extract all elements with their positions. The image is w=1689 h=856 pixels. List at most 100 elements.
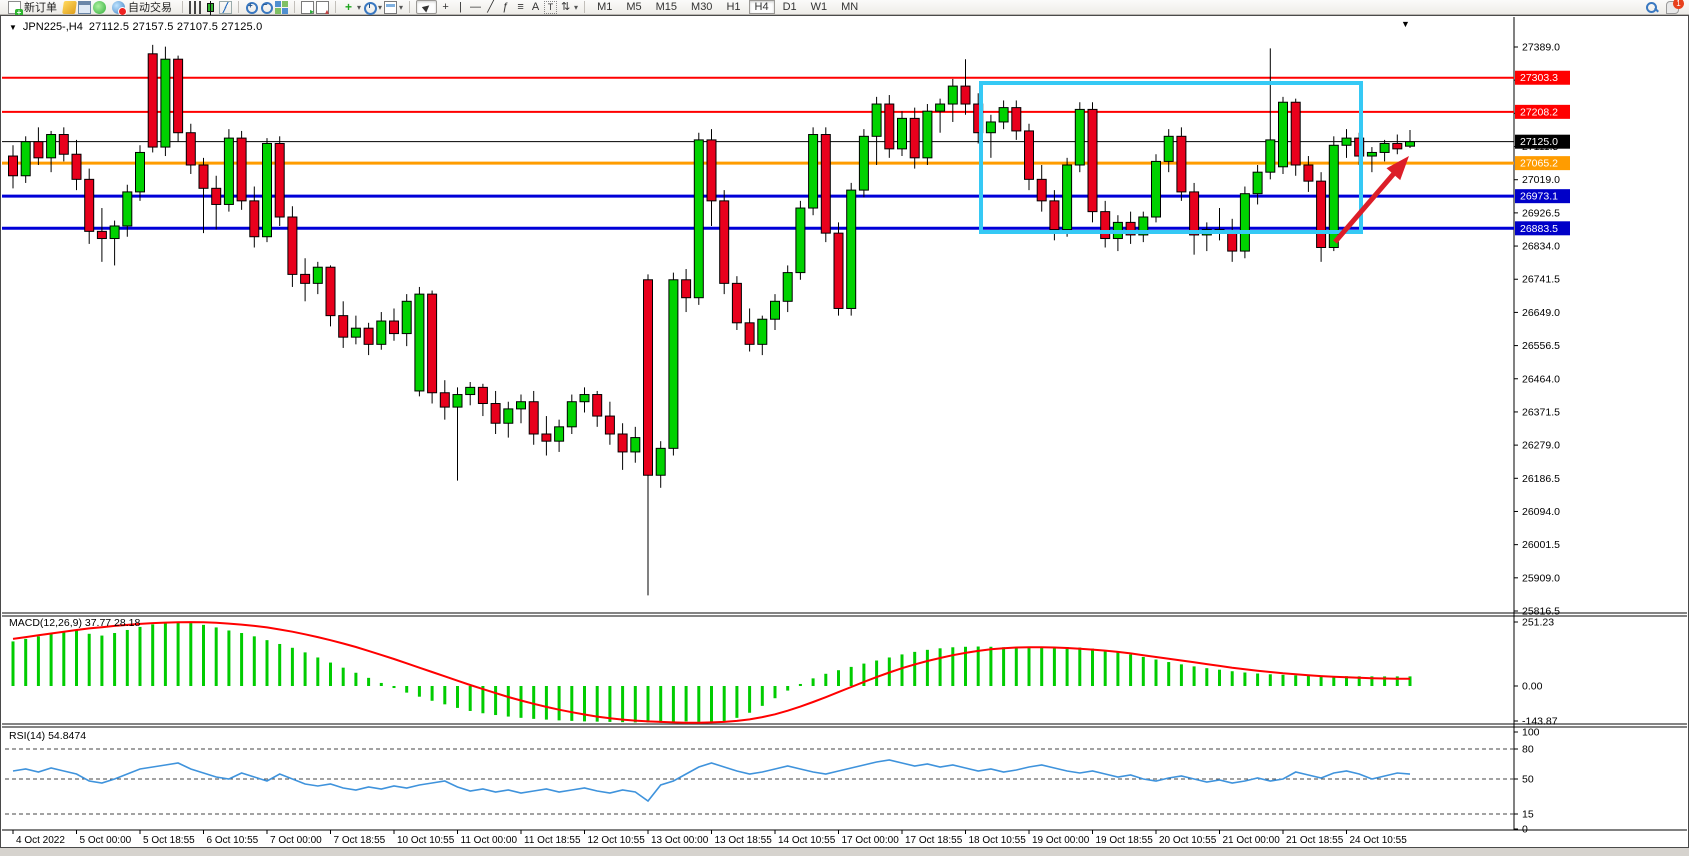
toolbar: 新订单 自动交易 + ▾ ▾ ▾ ▶ + | — ╱ ƒ ≡ xyxy=(0,0,1689,17)
navigator-icon[interactable] xyxy=(93,0,106,14)
periods-icon[interactable] xyxy=(363,1,378,15)
svg-text:7 Oct 00:00: 7 Oct 00:00 xyxy=(270,835,322,846)
svg-text:14 Oct 10:55: 14 Oct 10:55 xyxy=(778,835,836,846)
new-order-label: 新订单 xyxy=(24,2,57,14)
profiles-icon[interactable] xyxy=(62,0,77,14)
timeframe-H4[interactable]: H4 xyxy=(748,0,775,14)
svg-text:6 Oct 10:55: 6 Oct 10:55 xyxy=(207,835,259,846)
toolbar-group-zoom xyxy=(245,0,288,15)
timeframe-D1[interactable]: D1 xyxy=(782,1,797,13)
timeframe-M5[interactable]: M5 xyxy=(626,1,642,13)
svg-text:26926.5: 26926.5 xyxy=(1522,207,1560,219)
chat-icon[interactable]: 1 xyxy=(1666,0,1684,14)
bar-chart-icon[interactable] xyxy=(189,0,202,14)
channel-icon[interactable]: ≡ xyxy=(517,0,524,13)
cursor-tool-button[interactable]: ▶ xyxy=(416,0,438,14)
zoom-in-icon[interactable] xyxy=(245,1,258,14)
autotrading-button[interactable]: 自动交易 xyxy=(108,0,176,16)
chart-canvas[interactable]: 27389.027296.527204.027111.527019.026926… xyxy=(1,16,1688,847)
timeframe-MN[interactable]: MN xyxy=(841,1,859,13)
svg-text:11 Oct 00:00: 11 Oct 00:00 xyxy=(461,835,518,846)
svg-text:80: 80 xyxy=(1522,744,1534,756)
svg-text:26834.0: 26834.0 xyxy=(1522,241,1560,253)
toolbar-group-charttype xyxy=(189,0,232,15)
vertical-line-icon[interactable]: | xyxy=(459,0,462,13)
track-chart-icon[interactable] xyxy=(316,0,329,16)
add-indicator-icon[interactable]: + xyxy=(344,0,352,14)
svg-text:-143.87: -143.87 xyxy=(1522,716,1558,728)
svg-text:5 Oct 18:55: 5 Oct 18:55 xyxy=(143,835,195,846)
svg-text:19 Oct 00:00: 19 Oct 00:00 xyxy=(1032,835,1090,846)
svg-text:19 Oct 18:55: 19 Oct 18:55 xyxy=(1096,835,1154,846)
search-icon[interactable] xyxy=(1645,1,1658,14)
notification-badge: 1 xyxy=(1673,0,1684,9)
new-order-button[interactable]: 新订单 xyxy=(4,0,61,17)
new-order-icon xyxy=(8,0,23,17)
trend-arrow-head xyxy=(1386,156,1409,181)
timeframe-M15[interactable]: M15 xyxy=(655,1,678,13)
auto-arrange-icon[interactable] xyxy=(301,0,314,16)
svg-text:18 Oct 10:55: 18 Oct 10:55 xyxy=(969,835,1027,846)
svg-text:26556.5: 26556.5 xyxy=(1522,340,1560,352)
template-icon[interactable] xyxy=(384,0,398,14)
svg-text:4 Oct 2022: 4 Oct 2022 xyxy=(16,835,65,846)
timeframe-M30[interactable]: M30 xyxy=(691,1,713,13)
zoom-out-icon[interactable] xyxy=(260,0,273,14)
svg-text:12 Oct 10:55: 12 Oct 10:55 xyxy=(588,835,646,846)
time-axis[interactable]: 4 Oct 2022 5 Oct 00:00 5 Oct 18:55 6 Oct 10… xyxy=(12,830,1408,846)
toolbar-separator xyxy=(335,1,336,13)
horizontal-line-icon[interactable]: — xyxy=(470,0,482,13)
svg-text:26741.5: 26741.5 xyxy=(1522,274,1560,286)
symbol-dropdown-icon[interactable]: ▼ xyxy=(9,22,17,32)
rsi-indicator-label: RSI(14) 54.8474 xyxy=(9,730,87,742)
timeframe-group: M1 M5 M15 M30 H1 H4 D1 W1 MN xyxy=(591,0,864,15)
shapes-caret-icon[interactable]: ▾ xyxy=(574,2,579,12)
svg-text:17 Oct 00:00: 17 Oct 00:00 xyxy=(842,835,900,846)
svg-text:26371.5: 26371.5 xyxy=(1522,406,1560,418)
chart-shift-marker-icon[interactable]: ▼ xyxy=(1401,19,1410,29)
svg-text:27065.2: 27065.2 xyxy=(1520,158,1558,170)
crosshair-icon[interactable]: + xyxy=(442,0,449,13)
toolbar-group-insert: + ▾ ▾ ▾ xyxy=(342,0,403,15)
svg-text:25909.0: 25909.0 xyxy=(1522,572,1560,584)
svg-text:26001.5: 26001.5 xyxy=(1522,539,1560,551)
add-indicator-caret-icon[interactable]: ▾ xyxy=(357,2,362,12)
svg-text:26649.0: 26649.0 xyxy=(1522,307,1560,319)
candlestick-series xyxy=(8,44,1415,596)
candlestick-chart-icon[interactable] xyxy=(207,0,214,15)
toolbar-separator xyxy=(294,1,295,13)
svg-text:21 Oct 18:55: 21 Oct 18:55 xyxy=(1286,835,1344,846)
periods-caret-icon[interactable]: ▾ xyxy=(378,2,383,12)
svg-text:20 Oct 10:55: 20 Oct 10:55 xyxy=(1159,835,1217,846)
tile-windows-icon[interactable] xyxy=(275,0,288,14)
svg-text:5 Oct 00:00: 5 Oct 00:00 xyxy=(80,835,132,846)
chart-annotations[interactable] xyxy=(979,81,1409,244)
svg-text:17 Oct 18:55: 17 Oct 18:55 xyxy=(905,835,963,846)
toolbar-right: 1 xyxy=(1645,0,1685,14)
svg-text:27125.0: 27125.0 xyxy=(1520,136,1558,148)
svg-text:27303.3: 27303.3 xyxy=(1520,72,1558,84)
svg-text:26279.0: 26279.0 xyxy=(1522,440,1560,452)
timeframe-W1[interactable]: W1 xyxy=(810,1,828,13)
line-chart-icon[interactable] xyxy=(219,0,232,14)
template-caret-icon[interactable]: ▾ xyxy=(399,2,404,12)
timeframe-M1[interactable]: M1 xyxy=(597,1,613,13)
price-axis[interactable]: 27389.027296.527204.027111.527019.026926… xyxy=(1514,42,1560,618)
chart-window: ▼ JPN225-,H4 27112.5 27157.5 27107.5 271… xyxy=(0,15,1689,848)
price-badges: 27303.3 27208.2 27125.0 27065.2 26973.1 26883… xyxy=(1515,70,1570,236)
cursor-icon: ▶ xyxy=(420,0,433,13)
timeframe-H1[interactable]: H1 xyxy=(726,1,741,13)
shapes-icon[interactable]: ⇅ xyxy=(560,0,571,13)
text-label-icon[interactable]: T xyxy=(544,0,558,14)
svg-text:26094.0: 26094.0 xyxy=(1522,506,1560,518)
trend-arrow-shaft xyxy=(1333,169,1398,244)
macd-panel: 251.23 0.00 -143.87 xyxy=(11,617,1558,728)
market-watch-icon[interactable] xyxy=(78,0,91,14)
svg-text:24 Oct 10:55: 24 Oct 10:55 xyxy=(1350,835,1408,846)
toolbar-group-main: 新订单 自动交易 xyxy=(4,0,176,17)
svg-text:251.23: 251.23 xyxy=(1522,617,1554,629)
text-icon[interactable]: A xyxy=(531,0,540,13)
trendline-icon[interactable]: ╱ xyxy=(487,0,494,13)
toolbar-separator xyxy=(238,1,239,13)
fibonacci-icon[interactable]: ƒ xyxy=(502,0,509,13)
